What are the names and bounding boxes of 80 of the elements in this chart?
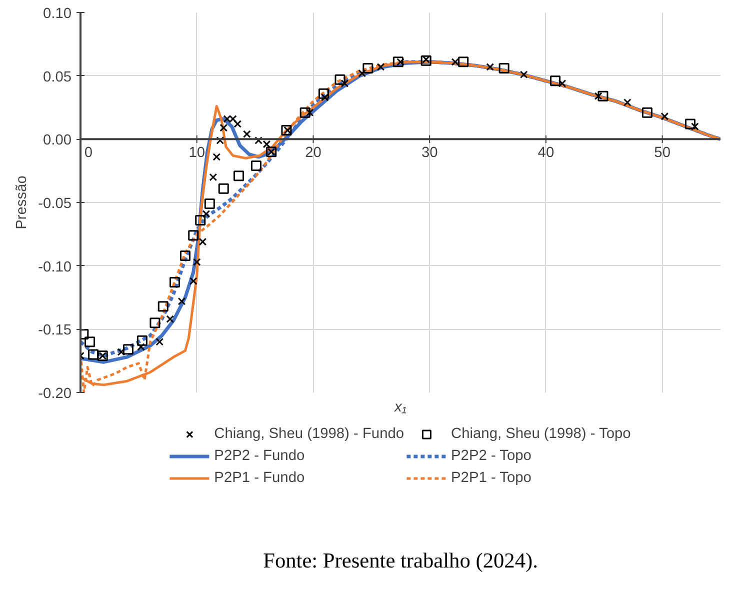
point xyxy=(306,108,314,116)
y-tick-label: -0.20 xyxy=(38,386,72,402)
point xyxy=(216,136,224,144)
point xyxy=(594,92,602,100)
point xyxy=(498,62,510,74)
y-tick-label: -0.10 xyxy=(38,259,72,276)
point xyxy=(334,74,346,85)
point xyxy=(642,107,652,118)
point xyxy=(189,277,198,285)
x-tick-label: 0 xyxy=(84,145,93,162)
point xyxy=(320,93,329,102)
point xyxy=(166,315,174,323)
point xyxy=(188,230,199,241)
point xyxy=(262,140,271,148)
point xyxy=(520,70,528,78)
point xyxy=(180,250,190,261)
point xyxy=(202,210,210,218)
legend-label: P2P2 - Topo xyxy=(451,448,532,464)
source-note: Fonte: Presente trabalho (2024). xyxy=(263,548,538,572)
point xyxy=(209,173,218,182)
x-tick-label: 30 xyxy=(421,145,438,162)
point xyxy=(420,55,432,66)
point xyxy=(660,112,669,120)
point xyxy=(254,136,262,144)
point xyxy=(550,76,561,86)
point xyxy=(300,107,310,118)
point xyxy=(684,118,696,130)
point xyxy=(84,336,96,348)
point xyxy=(195,214,206,226)
point xyxy=(156,338,164,346)
point xyxy=(340,80,349,88)
point xyxy=(234,170,244,182)
point xyxy=(623,98,632,106)
legend-label: P2P2 - Fundo xyxy=(214,448,306,464)
point xyxy=(218,183,229,194)
point xyxy=(250,160,262,172)
legend-label: P2P1 - Topo xyxy=(451,470,532,486)
y-tick-label: 0.05 xyxy=(42,69,72,86)
point xyxy=(690,122,699,130)
point xyxy=(458,56,469,68)
point xyxy=(150,318,160,328)
point xyxy=(451,58,460,66)
point xyxy=(318,88,329,99)
point xyxy=(158,301,168,312)
point xyxy=(212,152,221,161)
point xyxy=(220,124,228,132)
point xyxy=(486,63,494,71)
point xyxy=(170,277,180,288)
point xyxy=(234,120,242,128)
point xyxy=(558,80,566,88)
legend-label: Chiang, Sheu (1998) - Topo xyxy=(451,426,631,442)
point xyxy=(178,297,186,306)
y-tick-label: -0.15 xyxy=(38,322,72,339)
legend-label: Chiang, Sheu (1998) - Fundo xyxy=(214,426,404,442)
y-axis-title: Pressão xyxy=(14,176,30,230)
point xyxy=(376,63,385,71)
point xyxy=(204,198,215,210)
x-axis-title: x₁ xyxy=(394,400,407,416)
point xyxy=(358,69,366,78)
point xyxy=(242,130,251,138)
point xyxy=(198,238,207,246)
point xyxy=(598,90,608,102)
point xyxy=(396,58,404,66)
y-tick-label: 0.10 xyxy=(42,6,72,22)
y-tick-label: 0.00 xyxy=(42,132,72,149)
point xyxy=(136,335,148,346)
point xyxy=(117,348,126,356)
point xyxy=(137,342,145,351)
point xyxy=(88,349,99,360)
x-tick-label: 50 xyxy=(654,145,670,162)
point xyxy=(392,56,404,68)
point xyxy=(192,258,201,266)
point xyxy=(122,344,134,355)
x-tick-label: 10 xyxy=(188,145,206,162)
point xyxy=(362,62,374,74)
y-tick-label: -0.05 xyxy=(38,196,72,212)
point xyxy=(281,125,292,136)
x-tick-label: 40 xyxy=(538,145,554,162)
legend-label: P2P1 - Fundo xyxy=(214,470,306,486)
x-tick-label: 20 xyxy=(305,145,322,162)
